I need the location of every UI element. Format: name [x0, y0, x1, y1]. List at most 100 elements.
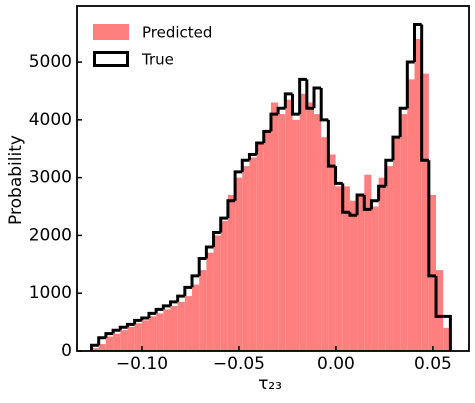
histogram-bar — [349, 200, 358, 351]
histogram-bar — [421, 73, 429, 351]
histogram-step — [362, 194, 372, 211]
histogram-step — [348, 212, 358, 217]
histogram-step — [212, 231, 221, 247]
x-tick-label: 0.05 — [414, 354, 452, 374]
histogram-step — [147, 311, 157, 319]
histogram-step — [269, 112, 279, 132]
histogram-step — [233, 170, 243, 201]
histogram-step — [97, 336, 106, 346]
histogram-bar — [98, 344, 106, 351]
histogram-bar — [371, 206, 379, 351]
histogram-bar — [335, 186, 343, 351]
legend-label: Predicted — [142, 24, 212, 42]
histogram-step — [140, 316, 149, 321]
histogram-step — [341, 183, 350, 214]
histogram-bar — [414, 38, 422, 351]
histogram-bar — [328, 154, 336, 351]
histogram-step — [190, 274, 200, 288]
x-tick-label: 0.00 — [317, 354, 355, 374]
histogram-bar — [299, 93, 307, 351]
histogram-bar — [199, 270, 207, 351]
histogram-bar — [364, 174, 372, 351]
histogram-bar — [156, 313, 164, 351]
y-tick-label: 3000 — [29, 168, 72, 188]
histogram-step — [420, 24, 429, 162]
histogram-bar — [235, 177, 243, 351]
histogram-bar — [177, 301, 185, 351]
histogram-step — [183, 285, 193, 297]
histogram-bar — [256, 142, 264, 351]
histogram-bar — [141, 320, 149, 351]
legend-swatch — [93, 51, 129, 67]
histogram-bar — [392, 137, 401, 351]
histogram-bar — [407, 79, 415, 351]
plot-frame — [76, 5, 470, 352]
x-tick-label: −0.05 — [213, 354, 265, 374]
histogram-bar — [285, 99, 293, 351]
histogram-bar — [242, 166, 250, 351]
histogram-bar — [227, 194, 236, 351]
histogram-step — [226, 199, 236, 219]
histogram-bar — [206, 252, 214, 351]
histogram-step — [355, 193, 365, 216]
histogram-step — [369, 199, 379, 210]
histogram-bar — [342, 186, 350, 351]
histogram-bar — [378, 177, 386, 351]
y-axis-label: Probability — [6, 135, 26, 225]
histogram-step — [443, 314, 452, 351]
histogram-bar — [306, 102, 315, 351]
histogram-step — [405, 60, 415, 109]
histogram-bar — [213, 235, 221, 351]
histogram-step — [111, 328, 121, 334]
legend-swatch — [93, 24, 129, 40]
histogram-bar — [134, 323, 142, 351]
histogram-step — [384, 158, 393, 187]
histogram-bar — [220, 220, 228, 351]
histogram-step — [154, 307, 164, 314]
histogram-step — [326, 119, 336, 168]
histogram-bar — [113, 333, 121, 351]
histogram-bar — [192, 284, 200, 351]
histogram-bar — [127, 326, 135, 351]
histogram-step — [283, 92, 293, 109]
histogram-step — [298, 77, 307, 115]
histogram-step — [90, 343, 99, 351]
histogram-step — [427, 160, 437, 278]
histogram-step — [434, 275, 444, 318]
histogram-bar — [249, 157, 257, 351]
histogram-step — [290, 93, 300, 116]
x-tick-label: −0.10 — [116, 354, 168, 374]
histogram-step — [219, 216, 228, 233]
histogram-bar — [292, 119, 300, 351]
y-tick-label: 1000 — [29, 283, 72, 303]
histogram-step — [391, 135, 401, 161]
legend-label: True — [141, 51, 174, 69]
histogram-bar — [170, 305, 178, 351]
histogram-bar — [270, 102, 279, 351]
histogram-bar — [263, 131, 271, 351]
histogram-step — [125, 322, 135, 328]
histogram-step — [319, 88, 329, 122]
y-tick-label: 4000 — [29, 110, 72, 130]
histogram-bar — [278, 114, 286, 351]
histogram-step — [161, 304, 171, 310]
histogram-bar — [321, 137, 329, 351]
histogram-step — [240, 158, 250, 172]
histogram-bar — [443, 327, 451, 351]
histogram-step — [247, 153, 257, 161]
histogram-step — [197, 257, 207, 276]
histogram-bar — [428, 194, 437, 351]
histogram-step — [312, 86, 322, 109]
histogram-step — [276, 106, 286, 115]
histogram-bar — [385, 166, 393, 351]
histogram-step — [168, 300, 178, 306]
histogram-step — [255, 141, 264, 155]
y-tick-label: 0 — [61, 341, 72, 361]
histogram-step — [262, 129, 271, 143]
histogram-bar — [91, 348, 99, 351]
histogram-bar — [436, 270, 444, 351]
histogram-step — [204, 245, 214, 259]
histogram-bar — [163, 309, 171, 351]
histogram-bar — [105, 336, 114, 351]
